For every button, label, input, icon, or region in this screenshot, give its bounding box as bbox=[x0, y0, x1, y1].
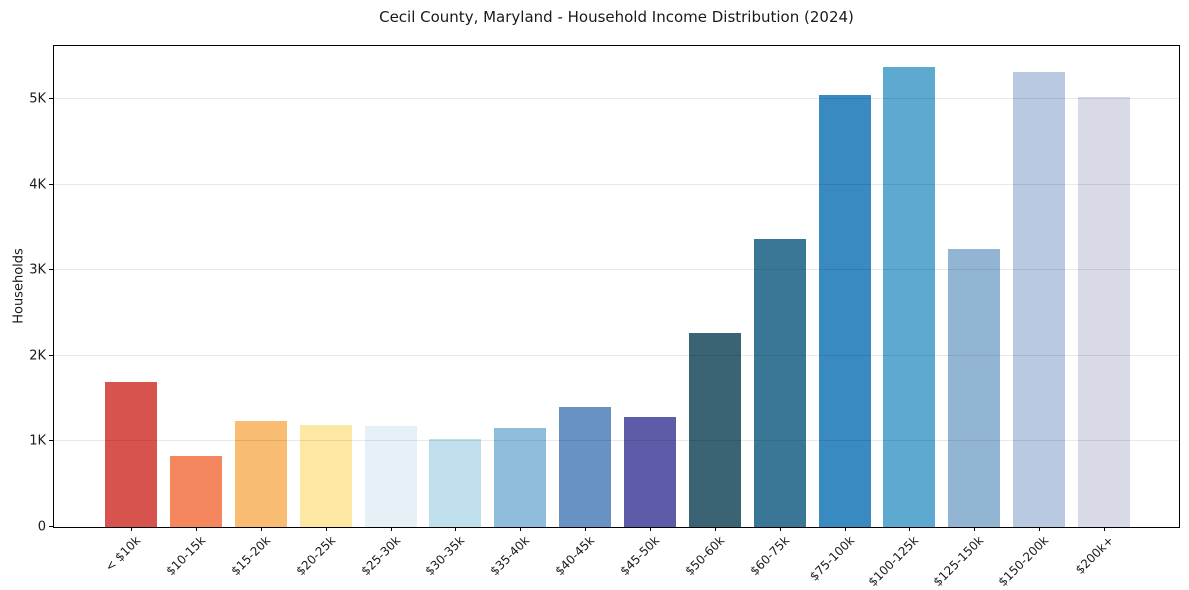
x-tick-mark bbox=[196, 527, 198, 531]
gridline bbox=[54, 440, 1179, 442]
y-tick-mark bbox=[49, 269, 54, 271]
bar-125-150k bbox=[948, 248, 1001, 527]
bar-200k bbox=[1077, 96, 1130, 527]
y-tick-label: 1K bbox=[29, 433, 46, 449]
x-tick-mark bbox=[131, 527, 133, 531]
bar-35-40k bbox=[494, 427, 547, 527]
y-tick-label: 0 bbox=[37, 519, 46, 535]
gridline bbox=[54, 354, 1179, 356]
gridline bbox=[54, 269, 1179, 271]
x-tick-mark bbox=[714, 527, 716, 531]
x-tick-mark bbox=[455, 527, 457, 531]
y-tick-label: 4K bbox=[29, 177, 46, 193]
chart-title: Cecil County, Maryland - Household Incom… bbox=[379, 8, 854, 26]
y-tick-mark bbox=[49, 354, 54, 356]
y-tick-label: 3K bbox=[29, 262, 46, 278]
gridline bbox=[54, 183, 1179, 185]
x-tick-mark bbox=[520, 527, 522, 531]
y-tick-mark bbox=[49, 440, 54, 442]
bar-50-60k bbox=[688, 332, 741, 527]
x-tick-label: < $10k bbox=[102, 533, 144, 575]
bar-45-50k bbox=[624, 417, 676, 527]
bar-40-45k bbox=[559, 407, 612, 527]
bar-60-75k bbox=[753, 239, 806, 527]
y-tick-label: 5K bbox=[29, 91, 46, 107]
y-tick-label: 2K bbox=[29, 348, 46, 364]
x-tick-mark bbox=[844, 527, 846, 531]
bar-100-125k bbox=[883, 67, 936, 527]
x-tick-mark bbox=[974, 527, 976, 531]
y-axis-label: Households bbox=[11, 248, 27, 324]
bar-75-100k bbox=[818, 94, 871, 527]
x-tick-mark bbox=[585, 527, 587, 531]
bar-15-20k bbox=[234, 420, 287, 527]
bar-10k bbox=[105, 381, 158, 527]
bar-30-35k bbox=[429, 438, 482, 527]
bar-25-30k bbox=[364, 426, 417, 527]
bar-150-200k bbox=[1013, 71, 1066, 527]
x-tick-mark bbox=[325, 527, 327, 531]
x-tick-mark bbox=[390, 527, 392, 531]
x-tick-mark bbox=[779, 527, 781, 531]
bar-20-25k bbox=[299, 425, 352, 527]
x-tick-mark bbox=[260, 527, 262, 531]
y-tick-mark bbox=[49, 526, 54, 527]
bar-10-15k bbox=[170, 455, 223, 527]
x-tick-mark bbox=[650, 527, 651, 531]
y-tick-mark bbox=[49, 98, 54, 100]
x-tick-mark bbox=[1039, 527, 1041, 531]
x-tick-mark bbox=[1103, 527, 1105, 531]
gridline bbox=[54, 98, 1179, 100]
x-tick-mark bbox=[909, 527, 911, 531]
plot-area: < $10k $10-15k $15-20k $20-25k $25-30k $30-35… bbox=[29, 45, 1180, 589]
y-tick-mark bbox=[49, 183, 54, 185]
